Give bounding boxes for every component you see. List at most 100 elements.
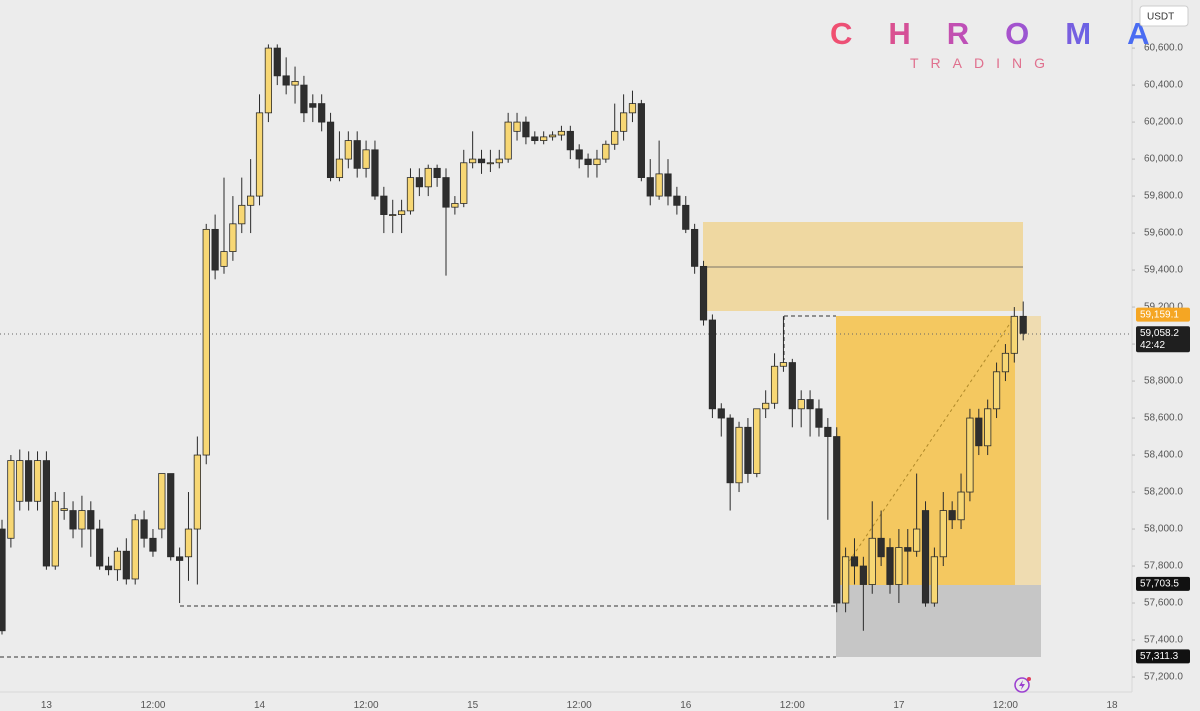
candle-body [913,528,921,552]
candle-body [717,408,725,419]
x-tick-label: 12:00 [780,700,805,711]
supply-zone [703,222,1023,311]
candle-body [548,134,557,138]
candle-body [975,417,983,447]
candle-body [522,121,530,138]
candle-body [992,371,1001,410]
candle-body [469,158,477,164]
candle-body [247,195,255,206]
candle-body [442,177,450,208]
candle-body [353,140,361,169]
candle-body [966,417,974,493]
candle-body [806,399,814,410]
y-tick-label: 60,000.0 [1144,154,1183,165]
candle-body [930,556,939,604]
candle-body [264,47,273,114]
candle-body [699,265,708,321]
y-tick-label: 60,400.0 [1144,80,1183,91]
candle-body [362,149,370,169]
candle-body [371,149,379,197]
candle-body [753,408,761,474]
candle-body [744,426,752,474]
candle-body [655,173,663,197]
y-tick-label: 59,600.0 [1144,228,1183,239]
candle-body [477,158,486,164]
candle-body [1001,352,1010,373]
candle-body [460,162,468,204]
candle-body [122,550,130,580]
candle-body [673,195,681,206]
candle-body [0,528,6,632]
candle-body [389,214,397,216]
candle-body [60,508,68,511]
x-tick-label: 16 [680,700,692,711]
candle-body [87,510,95,530]
candle-body [255,112,264,197]
candle-body [113,550,122,571]
candle-body [69,510,77,530]
candle-body [211,228,219,271]
candle-body [238,204,246,225]
candle-body [33,460,42,502]
candle-body [397,210,406,215]
candle-body [424,167,432,188]
candle-body [220,251,228,267]
price-badge [1136,326,1190,353]
y-tick-label: 58,200.0 [1144,487,1183,498]
candles [0,44,1027,635]
candle-body [96,528,104,567]
candle-body [300,84,308,114]
currency: USDT [1147,12,1174,23]
candle-body [451,203,459,208]
candle-body [131,519,139,580]
price-badge-label: 57,703.5 [1140,579,1179,590]
candle-body [984,408,992,447]
x-tick-label: 12:00 [567,700,592,711]
y-tick-label: 60,200.0 [1144,117,1183,128]
price-badge [1136,649,1190,664]
candle-body [691,228,699,267]
candle-body [51,500,59,567]
candle-body [193,454,201,530]
candle-body [175,556,184,561]
candle-body [850,556,859,567]
candle-body [513,121,521,132]
candle-body [344,140,352,160]
candle-body [646,177,654,197]
price-badge-label: 59,058.2 [1140,328,1179,339]
candle-body [584,158,592,166]
candle-body [886,547,894,585]
candle-body [167,473,175,558]
candle-body [1019,315,1027,334]
candle-body [708,319,717,410]
y-tick-label: 57,400.0 [1144,635,1183,646]
y-tick-label: 60,600.0 [1144,43,1183,54]
candle-body [779,362,788,367]
countdown: 42:42 [1140,340,1165,351]
x-tick-label: 12:00 [140,700,165,711]
candle-body [921,510,930,604]
x-tick-label: 13 [41,700,53,711]
candle-body [628,103,637,114]
candle-body [611,130,619,145]
candle-body [566,130,574,151]
currency-box[interactable] [1139,5,1189,27]
y-tick-label: 59,800.0 [1144,191,1183,202]
candle-body [868,537,876,585]
price-badge-label: 59,159.1 [1140,309,1179,320]
x-tick-label: 17 [893,700,905,711]
candle-body [291,80,299,86]
y-tick-label: 57,800.0 [1144,561,1183,572]
y-tick-label: 57,600.0 [1144,598,1183,609]
candle-body [273,47,281,77]
alert-icon[interactable] [1014,677,1030,693]
candle-body [104,565,113,571]
candle-body [25,460,33,502]
candle-body [735,426,743,484]
price-badge [1136,307,1190,322]
candle-body [877,537,885,558]
candle-body [859,565,867,585]
candle-body [637,103,645,178]
y-tick-label: 57,200.0 [1144,672,1183,683]
